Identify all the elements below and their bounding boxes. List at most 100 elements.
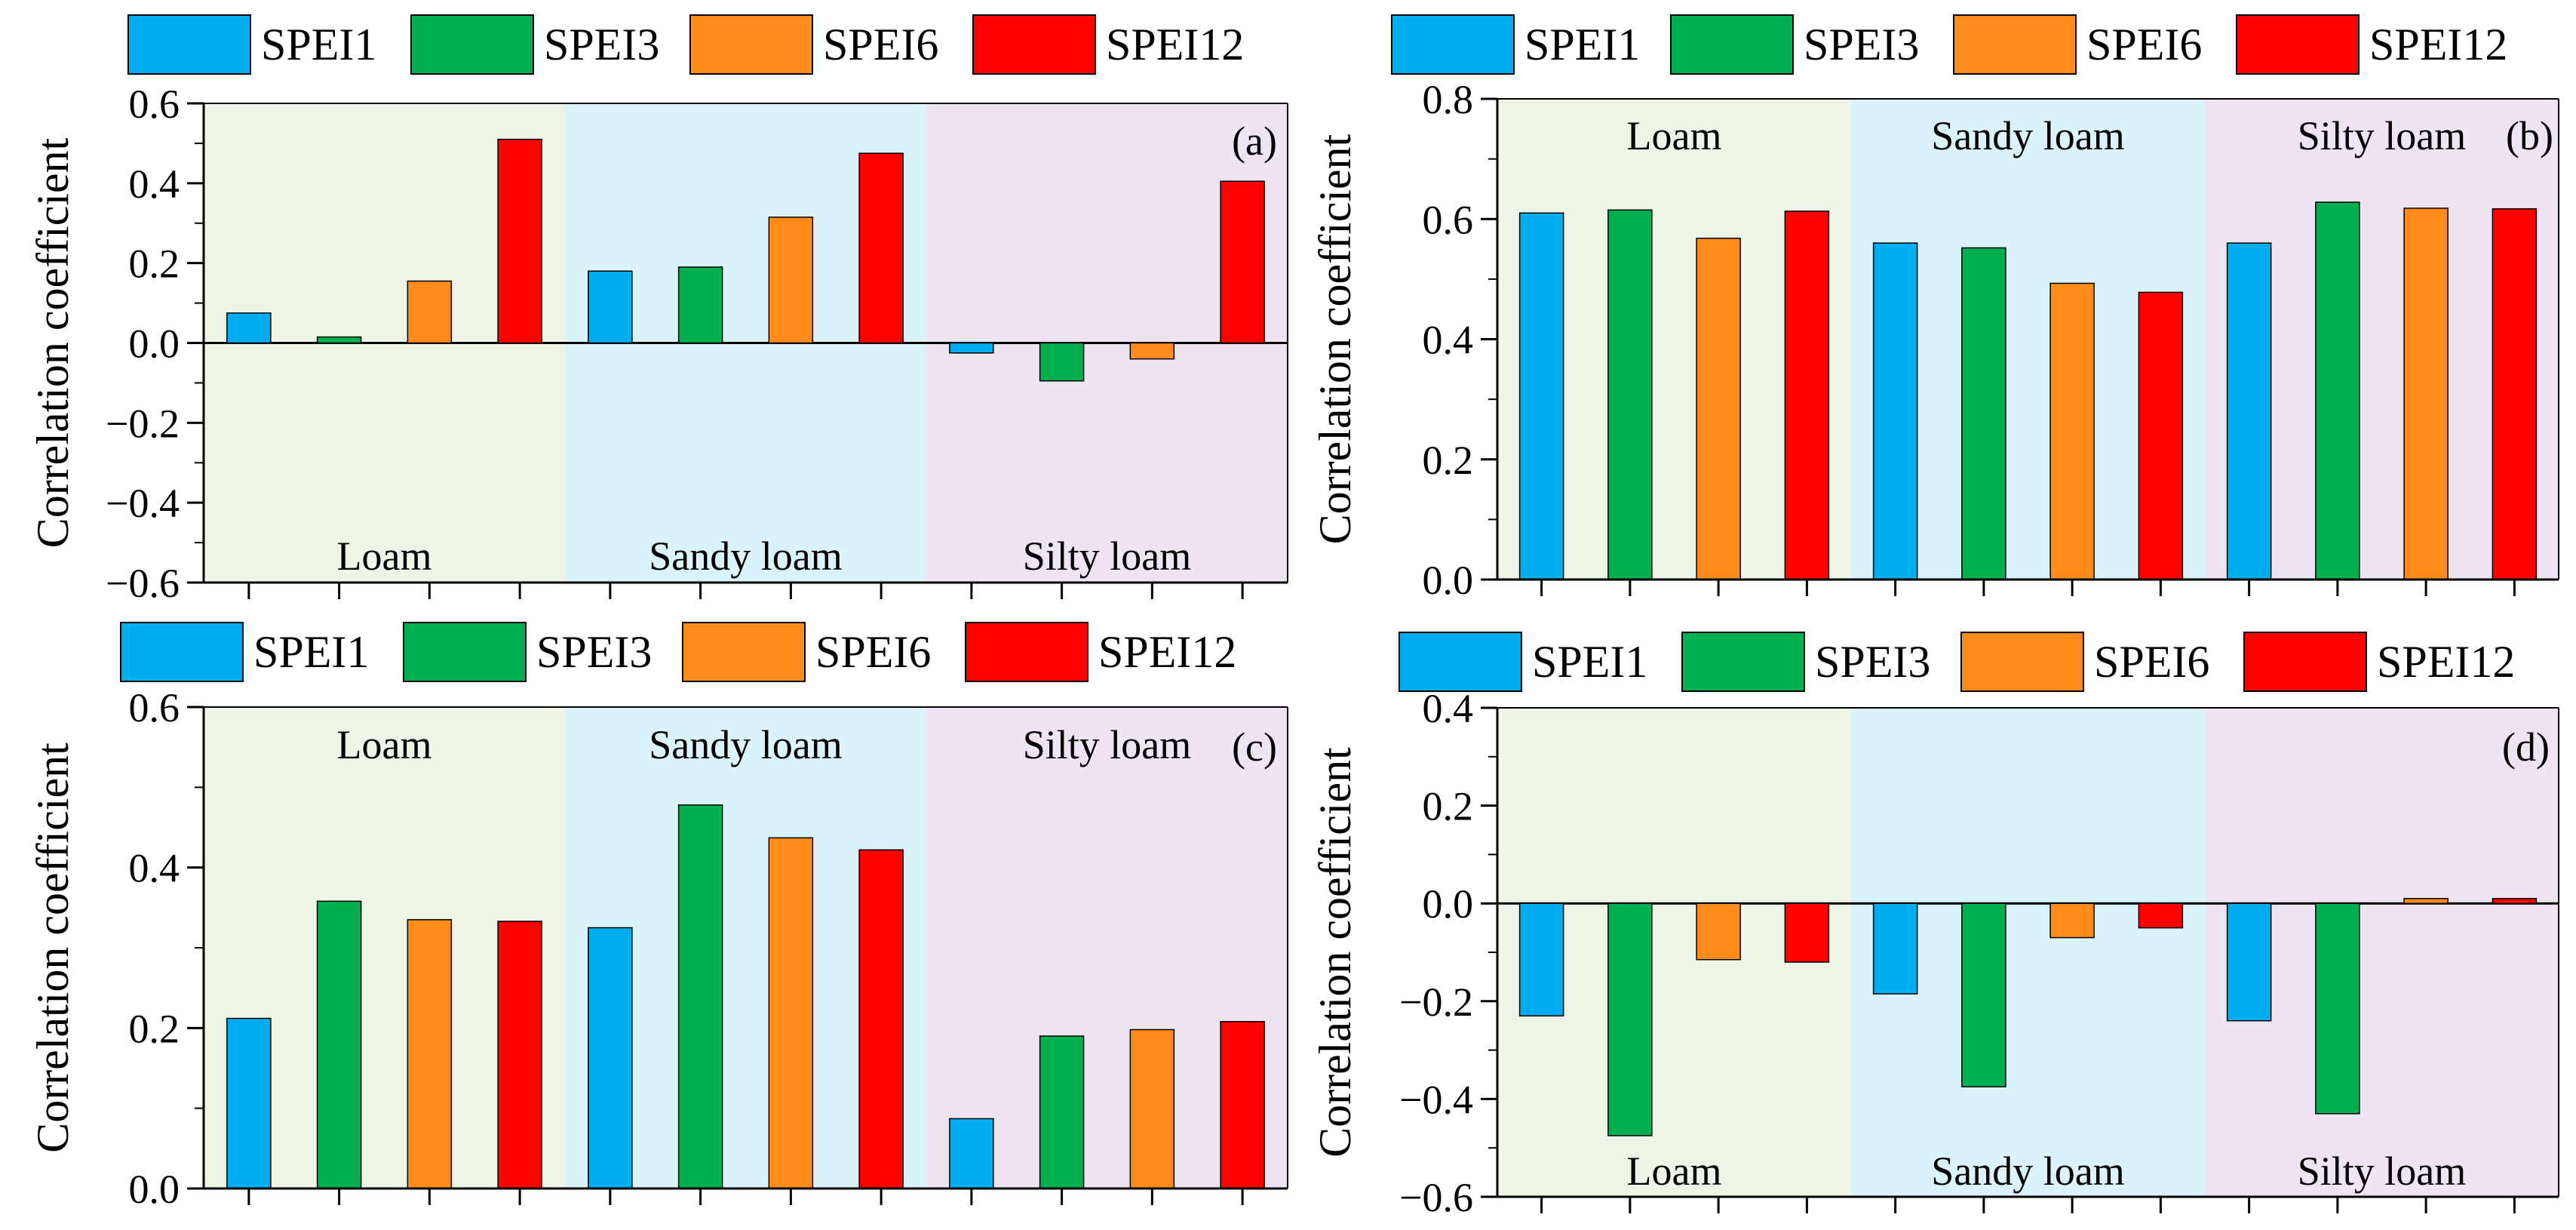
- bar-spei3-loam: [316, 900, 362, 1189]
- panel-d: −0.6 −0.4 −0.2 0.0 0.2 0.4 Correlation coeffic…: [1310, 632, 2559, 1220]
- group-label: Sandy loam: [1931, 113, 2124, 158]
- bar-spei12-silty-loam: [1220, 180, 1265, 344]
- legend-swatch-spei3: [1681, 632, 1805, 692]
- bar-spei12-silty-loam: [1220, 1021, 1265, 1189]
- bar-spei1-silty-loam: [949, 1118, 994, 1189]
- panel-label: (b): [2506, 113, 2553, 158]
- y-tick-label: 0.4: [129, 846, 180, 891]
- bar-spei3-sandy-loam: [677, 266, 723, 344]
- group-label: Loam: [1627, 1149, 1722, 1194]
- bar-spei1-sandy-loam: [588, 927, 633, 1189]
- bar-spei6-silty-loam: [1129, 342, 1175, 360]
- legend: SPEI1 SPEI3 SPEI6 SPEI12: [1391, 14, 2507, 75]
- group-label: Sandy loam: [649, 722, 842, 767]
- bar-spei3-sandy-loam: [1961, 247, 2006, 580]
- bar-spei12-sandy-loam: [2138, 903, 2184, 929]
- bar-spei12-loam: [497, 138, 542, 344]
- legend-label: SPEI1: [261, 20, 376, 69]
- bar-spei6-sandy-loam: [2049, 282, 2095, 580]
- group-label: Loam: [337, 534, 432, 579]
- legend-swatch-spei1: [127, 14, 251, 75]
- bar-spei3-loam: [316, 336, 362, 344]
- bar-spei1-sandy-loam: [588, 270, 633, 344]
- y-tick-label: −0.4: [1399, 1077, 1473, 1122]
- y-tick-label: 0.6: [129, 685, 180, 730]
- legend-swatch-spei6: [682, 622, 806, 682]
- y-axis-title: Correlation coefficient: [1310, 747, 1360, 1158]
- panel-a: −0.6 −0.4 −0.2 0.0 0.2 0.4 0.6 Correlation coef…: [28, 14, 1288, 606]
- bar-spei6-sandy-loam: [768, 837, 814, 1189]
- bar-spei1-silty-loam: [949, 342, 994, 354]
- bar-spei1-loam: [226, 312, 272, 344]
- y-tick-label: 0.2: [1423, 438, 1474, 483]
- y-tick-label: −0.2: [106, 401, 180, 446]
- legend-label: SPEI6: [2086, 20, 2202, 69]
- bar-spei12-loam: [1784, 903, 1830, 963]
- legend-swatch-spei1: [1391, 14, 1515, 75]
- panel-label: (d): [2502, 724, 2550, 770]
- y-axis-title: Correlation coefficient: [28, 743, 78, 1153]
- legend-label: SPEI12: [2369, 20, 2507, 69]
- y-tick-label: 0.2: [1423, 784, 1474, 829]
- legend-label: SPEI1: [1524, 20, 1640, 69]
- y-tick-label: −0.6: [1399, 1175, 1473, 1220]
- panel-label: (a): [1232, 118, 1277, 164]
- legend-label: SPEI12: [1098, 627, 1236, 677]
- bar-spei3-silty-loam: [1039, 342, 1085, 382]
- legend-label: SPEI1: [253, 627, 369, 677]
- legend: SPEI1 SPEI3 SPEI6 SPEI12: [127, 14, 1244, 75]
- y-tick-label: 0.4: [1423, 318, 1474, 363]
- legend-label: SPEI6: [823, 20, 938, 69]
- bar-spei1-loam: [1518, 903, 1564, 1016]
- bar-spei3-silty-loam: [2315, 903, 2360, 1115]
- bar-spei6-silty-loam: [1129, 1029, 1175, 1189]
- bar-spei12-sandy-loam: [2138, 291, 2184, 580]
- legend: SPEI1 SPEI3 SPEI6 SPEI12: [1399, 632, 2515, 692]
- bar-spei6-silty-loam: [2403, 897, 2449, 904]
- legend-label: SPEI3: [544, 20, 659, 69]
- legend-swatch-spei12: [965, 622, 1088, 682]
- y-tick-label: 0.0: [1423, 558, 1474, 603]
- y-tick-label: 0.8: [1423, 77, 1474, 122]
- legend-swatch-spei12: [2236, 14, 2360, 75]
- panel-c: 0.0 0.2 0.4 0.6 Correlation coefficient Loam S…: [28, 622, 1288, 1212]
- bar-spei6-loam: [1696, 237, 1741, 580]
- bar-spei1-loam: [1518, 212, 1564, 580]
- group-label: Silty loam: [2298, 1149, 2467, 1194]
- bar-spei3-loam: [1607, 903, 1653, 1136]
- y-tick-label: −0.4: [106, 481, 180, 526]
- y-tick-label: 0.2: [129, 241, 180, 287]
- panel-b: 0.0 0.2 0.4 0.6 0.8 Correlation coefficient Lo…: [1310, 14, 2559, 603]
- bar-spei3-sandy-loam: [677, 804, 723, 1189]
- y-axis-title: Correlation coefficient: [1310, 134, 1360, 544]
- legend-swatch-spei1: [120, 622, 244, 682]
- bar-spei1-loam: [226, 1017, 272, 1189]
- group-label: Silty loam: [1023, 534, 1192, 579]
- bar-spei12-silty-loam: [2492, 897, 2538, 904]
- bar-spei12-loam: [1784, 211, 1830, 580]
- legend-label: SPEI12: [2377, 637, 2515, 687]
- legend-swatch-spei6: [1953, 14, 2077, 75]
- bar-spei12-sandy-loam: [858, 849, 904, 1189]
- panel-label: (c): [1232, 724, 1277, 770]
- y-tick-label: 0.0: [129, 321, 180, 367]
- y-axis-title: Correlation coefficient: [28, 137, 78, 548]
- y-tick-label: 0.2: [129, 1006, 180, 1051]
- bar-spei6-silty-loam: [2403, 208, 2449, 580]
- legend-swatch-spei3: [410, 14, 534, 75]
- group-label: Loam: [1627, 113, 1722, 158]
- legend-label: SPEI6: [2094, 637, 2209, 687]
- bar-spei12-sandy-loam: [858, 152, 904, 344]
- bar-spei1-sandy-loam: [1872, 242, 1918, 580]
- legend-swatch-spei6: [1960, 632, 2084, 692]
- legend-label: SPEI1: [1532, 637, 1647, 687]
- bar-spei6-sandy-loam: [768, 217, 814, 344]
- y-tick-label: 0.0: [129, 1167, 180, 1212]
- group-label: Sandy loam: [1931, 1149, 2124, 1194]
- legend-label: SPEI3: [1815, 637, 1930, 687]
- bar-spei6-loam: [1696, 903, 1741, 961]
- y-tick-label: 0.4: [1423, 686, 1474, 731]
- legend-swatch-spei12: [2243, 632, 2367, 692]
- bar-spei6-loam: [407, 919, 453, 1189]
